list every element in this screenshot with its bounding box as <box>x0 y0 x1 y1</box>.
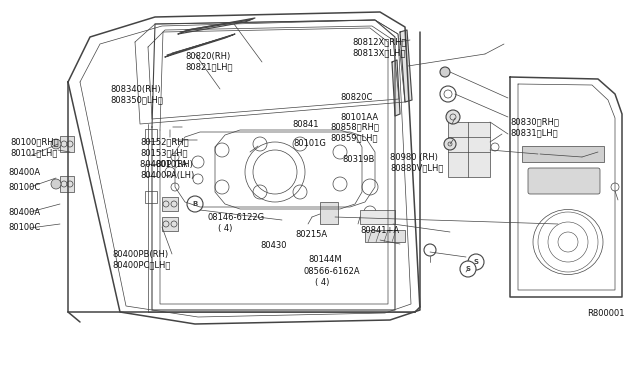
Text: 80880V〈LH〉: 80880V〈LH〉 <box>390 164 444 173</box>
Text: 80830〈RH〉: 80830〈RH〉 <box>510 118 559 126</box>
Text: 80400A: 80400A <box>8 208 40 217</box>
Text: 80215A: 80215A <box>295 230 327 238</box>
Text: S: S <box>465 266 470 272</box>
Text: 80152〈RH〉: 80152〈RH〉 <box>140 138 189 147</box>
Polygon shape <box>400 30 412 102</box>
Text: 80400A: 80400A <box>8 167 40 176</box>
Text: 08566-6162A: 08566-6162A <box>303 267 360 276</box>
Text: 80400PC〈LH〉: 80400PC〈LH〉 <box>112 260 170 269</box>
Circle shape <box>446 110 460 124</box>
Text: 80841+A: 80841+A <box>360 225 399 234</box>
Polygon shape <box>392 60 400 116</box>
Text: 80858〈RH〉: 80858〈RH〉 <box>330 122 379 131</box>
Text: 80859〈LH〉: 80859〈LH〉 <box>330 134 378 142</box>
Text: 80430: 80430 <box>260 241 287 250</box>
Text: ( 4): ( 4) <box>218 224 232 232</box>
Bar <box>162 197 178 211</box>
Circle shape <box>187 196 203 212</box>
Text: 80400P (RH): 80400P (RH) <box>140 160 193 169</box>
Bar <box>522 146 604 162</box>
Circle shape <box>440 67 450 77</box>
Circle shape <box>440 86 456 102</box>
Text: 80101G: 80101G <box>293 138 326 148</box>
Bar <box>60 176 74 192</box>
Polygon shape <box>178 18 255 34</box>
Text: 80841: 80841 <box>292 119 319 128</box>
Text: 80101AA: 80101AA <box>340 112 378 122</box>
Circle shape <box>444 138 456 150</box>
Text: 80319B: 80319B <box>342 154 374 164</box>
Text: S: S <box>474 259 479 265</box>
Text: 80831〈LH〉: 80831〈LH〉 <box>510 128 557 138</box>
Circle shape <box>51 139 61 149</box>
FancyBboxPatch shape <box>528 168 600 194</box>
Bar <box>162 217 178 231</box>
Text: 808350〈LH〉: 808350〈LH〉 <box>110 96 163 105</box>
Circle shape <box>51 179 61 189</box>
Text: ( 4): ( 4) <box>315 279 330 288</box>
Bar <box>60 136 74 152</box>
Text: R800001: R800001 <box>587 310 625 318</box>
Text: 80153〈LH〉: 80153〈LH〉 <box>140 148 188 157</box>
Text: 08146-6122G: 08146-6122G <box>207 212 264 221</box>
Text: 80100C: 80100C <box>8 183 40 192</box>
Bar <box>365 230 405 242</box>
Text: 80100C: 80100C <box>8 222 40 231</box>
Text: 80101A: 80101A <box>155 160 187 169</box>
Text: 80400PA(LH): 80400PA(LH) <box>140 170 195 180</box>
Text: 80821〈LH〉: 80821〈LH〉 <box>185 62 232 71</box>
Text: 80813X〈LH〉: 80813X〈LH〉 <box>352 48 405 58</box>
Bar <box>145 191 157 203</box>
Text: 80400PB(RH): 80400PB(RH) <box>112 250 168 259</box>
Text: 80812X〈RH〉: 80812X〈RH〉 <box>352 38 406 46</box>
Text: 80144M: 80144M <box>308 256 342 264</box>
Text: 80100〈RH〉: 80100〈RH〉 <box>10 138 59 147</box>
Bar <box>320 202 338 224</box>
Bar <box>360 210 395 224</box>
Bar <box>145 129 157 141</box>
Text: 808340(RH): 808340(RH) <box>110 84 161 93</box>
Polygon shape <box>165 34 235 57</box>
Text: B: B <box>193 201 198 207</box>
Text: 80101〈LH〉: 80101〈LH〉 <box>10 148 58 157</box>
Text: 80980 (RH): 80980 (RH) <box>390 153 438 161</box>
Text: 80820C: 80820C <box>340 93 372 102</box>
Circle shape <box>460 261 476 277</box>
Bar <box>145 164 157 176</box>
Bar <box>448 122 490 177</box>
Text: 80820(RH): 80820(RH) <box>185 51 230 61</box>
